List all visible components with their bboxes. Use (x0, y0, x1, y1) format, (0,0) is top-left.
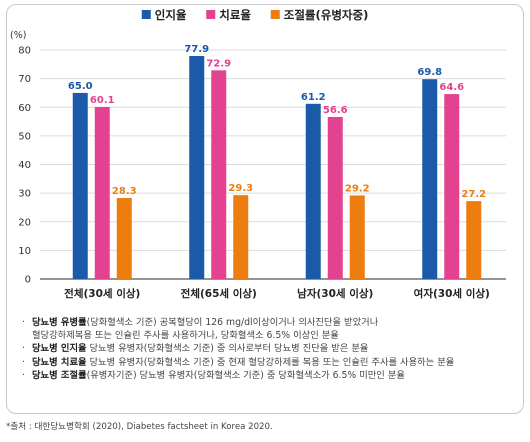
data-label: 29.2 (345, 183, 370, 194)
data-label: 61.2 (301, 92, 326, 103)
note-item: 당뇨병 유병률(당화혈색소 기준) 공복혈당이 126 mg/dl이상이거나 의… (22, 316, 518, 342)
x-tick-label: 남자(30세 이상) (297, 287, 373, 300)
note-item: 당뇨병 인지율 당뇨병 유병자(당화혈색소 기준) 중 의사로부터 당뇨병 진단… (22, 342, 518, 355)
x-tick-label: 전체(65세 이상) (181, 287, 257, 300)
y-tick-label: 60 (18, 103, 31, 114)
data-label: 28.3 (112, 186, 137, 197)
data-label: 65.0 (68, 81, 93, 92)
legend-swatch (270, 10, 280, 19)
x-tick-label: 전체(30세 이상) (64, 287, 140, 300)
y-tick-label: 40 (18, 160, 31, 171)
y-tick-label: 80 (18, 46, 31, 57)
bar (349, 195, 365, 279)
y-tick-label: 30 (18, 189, 31, 200)
note-item: 당뇨병 조절률(유병자기준) 당뇨병 유병자(당화혈색소 기준) 중 당화혈색소… (22, 369, 518, 382)
notes-list: 당뇨병 유병률(당화혈색소 기준) 공복혈당이 126 mg/dl이상이거나 의… (22, 316, 518, 382)
bar (189, 56, 205, 280)
bar (211, 70, 227, 279)
y-tick-label: 10 (18, 246, 31, 257)
data-label: 77.9 (184, 44, 209, 55)
bar (466, 201, 482, 279)
data-label: 64.6 (439, 82, 464, 93)
legend-swatch (206, 10, 216, 19)
data-label: 72.9 (206, 58, 231, 69)
legend-label: 치료율 (219, 8, 251, 22)
data-label: 60.1 (90, 95, 115, 106)
x-tick-label: 여자(30세 이상) (414, 287, 490, 300)
bar (305, 103, 321, 279)
bar (422, 79, 438, 279)
y-tick-label: 50 (18, 131, 31, 142)
note-item: 당뇨병 치료율 당뇨병 유병자(당화혈색소 기준) 중 현재 혈당강하제를 복용… (22, 356, 518, 369)
y-tick-label: 70 (18, 74, 31, 85)
bar (94, 106, 110, 280)
bar (72, 92, 88, 279)
y-tick-label: 20 (18, 217, 31, 228)
bar (444, 94, 460, 280)
unit-label: (%) (10, 30, 26, 41)
data-label: 29.3 (228, 183, 253, 194)
source-note: *출처 : 대한당뇨병학회 (2020), Diabetes factsheet… (6, 422, 273, 432)
data-label: 27.2 (461, 189, 486, 200)
legend-label: 인지율 (155, 8, 187, 22)
bar (327, 116, 343, 279)
data-label: 56.6 (323, 105, 348, 116)
y-tick-label: 0 (25, 275, 31, 286)
bar (233, 195, 249, 279)
legend-swatch (141, 10, 151, 19)
bar-chart: (%) 0 10 20 30 40 50 60 70 80 65.0 60.1 28.3 전체(30세 이… (10, 8, 506, 300)
bar (116, 197, 132, 279)
legend-label: 조절률(유병자중) (284, 8, 369, 22)
data-label: 69.8 (417, 67, 442, 78)
